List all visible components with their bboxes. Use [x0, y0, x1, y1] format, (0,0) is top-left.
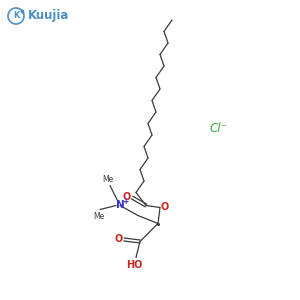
Text: Kuujia: Kuujia [28, 10, 69, 22]
Text: O: O [161, 202, 169, 212]
Text: Cl⁻: Cl⁻ [209, 122, 227, 134]
Text: K: K [13, 11, 19, 20]
Text: O: O [123, 193, 131, 202]
Text: N: N [116, 200, 124, 211]
Text: Me: Me [93, 212, 105, 221]
Text: O: O [115, 235, 123, 244]
Text: +: + [122, 196, 129, 206]
Text: Me: Me [102, 175, 114, 184]
Text: HO: HO [126, 260, 142, 271]
